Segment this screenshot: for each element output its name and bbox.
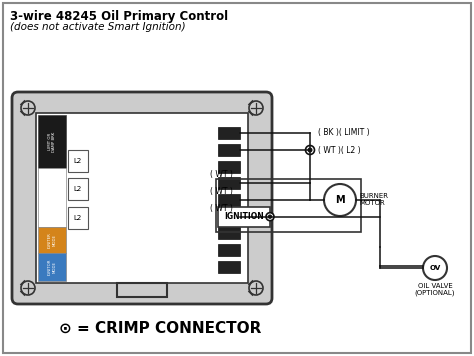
Circle shape bbox=[266, 213, 274, 221]
Bar bbox=[218, 207, 270, 227]
Text: LIMIT OR
DAMP BRK: LIMIT OR DAMP BRK bbox=[48, 131, 56, 152]
Circle shape bbox=[268, 215, 272, 218]
Text: (does not activate Smart Ignition): (does not activate Smart Ignition) bbox=[10, 22, 186, 32]
Bar bbox=[218, 244, 240, 256]
Bar bbox=[218, 177, 240, 189]
Text: OV: OV bbox=[429, 265, 441, 271]
Text: IGNITOR
MODE: IGNITOR MODE bbox=[48, 259, 56, 275]
Bar bbox=[68, 178, 88, 200]
Circle shape bbox=[308, 148, 312, 152]
Bar bbox=[68, 207, 88, 229]
Bar bbox=[38, 253, 66, 281]
Text: 3-wire 48245 Oil Primary Control: 3-wire 48245 Oil Primary Control bbox=[10, 10, 228, 23]
Circle shape bbox=[249, 101, 263, 115]
Bar bbox=[218, 261, 240, 273]
Circle shape bbox=[324, 184, 356, 216]
Bar bbox=[38, 168, 66, 227]
Text: ⊙ = CRIMP CONNECTOR: ⊙ = CRIMP CONNECTOR bbox=[59, 320, 261, 335]
Bar bbox=[216, 179, 361, 232]
Text: ( WT ): ( WT ) bbox=[210, 204, 233, 213]
Text: ( WT ): ( WT ) bbox=[210, 170, 233, 179]
Text: ( BK )( LIMIT ): ( BK )( LIMIT ) bbox=[318, 128, 370, 137]
Circle shape bbox=[423, 256, 447, 280]
Bar bbox=[218, 194, 240, 206]
Text: L2: L2 bbox=[74, 215, 82, 221]
Text: L2: L2 bbox=[74, 186, 82, 192]
Text: OIL VALVE
(OPTIONAL): OIL VALVE (OPTIONAL) bbox=[415, 283, 455, 297]
Bar bbox=[68, 150, 88, 172]
Text: BURNER
MOTOR: BURNER MOTOR bbox=[359, 194, 388, 206]
Text: M: M bbox=[335, 195, 345, 205]
Bar bbox=[36, 113, 248, 283]
FancyBboxPatch shape bbox=[12, 92, 272, 304]
FancyBboxPatch shape bbox=[3, 3, 471, 353]
Bar bbox=[38, 115, 66, 168]
Text: IGNITER
MODE: IGNITER MODE bbox=[48, 232, 56, 248]
Bar bbox=[117, 283, 167, 297]
Text: L2: L2 bbox=[74, 158, 82, 164]
Bar bbox=[218, 227, 240, 239]
Bar bbox=[218, 211, 240, 222]
Bar bbox=[218, 144, 240, 156]
Text: IGNITION: IGNITION bbox=[224, 212, 264, 221]
Bar bbox=[218, 161, 240, 173]
Circle shape bbox=[21, 101, 35, 115]
Text: ( WT ): ( WT ) bbox=[210, 187, 233, 196]
Text: ( WT )( L2 ): ( WT )( L2 ) bbox=[318, 147, 361, 156]
Bar bbox=[38, 227, 66, 253]
Circle shape bbox=[249, 281, 263, 295]
Circle shape bbox=[21, 281, 35, 295]
Circle shape bbox=[306, 146, 315, 155]
Bar bbox=[218, 127, 240, 139]
